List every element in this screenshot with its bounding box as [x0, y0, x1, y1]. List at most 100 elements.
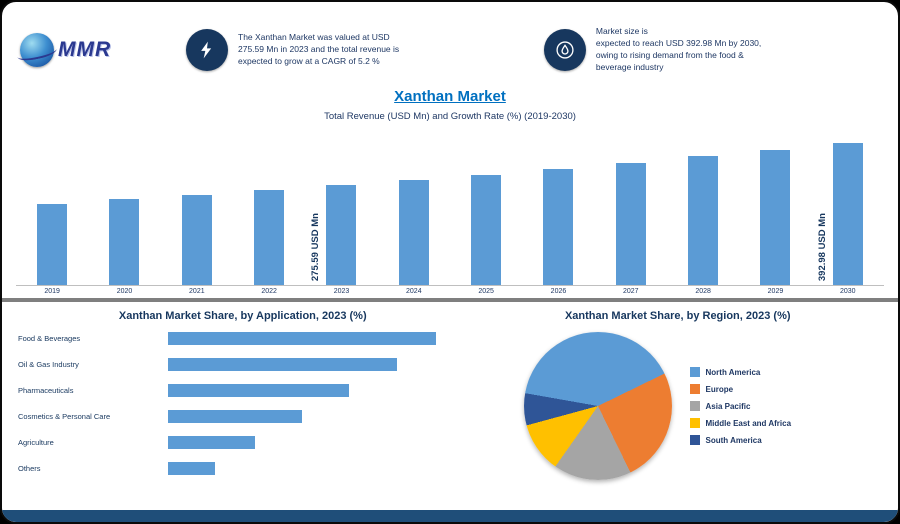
mmr-logo: MMR	[20, 33, 160, 67]
legend-label: North America	[705, 367, 761, 377]
legend-label: Middle East and Africa	[705, 418, 792, 428]
revenue-bars-area: 275.59 USD Mn 392.98 USD Mn	[16, 128, 884, 286]
year-label: 2029	[767, 288, 784, 295]
revenue-bar	[326, 185, 357, 285]
header: MMR The Xanthan Market was valued at USD…	[2, 2, 898, 86]
revenue-bar	[760, 150, 791, 285]
hbar-track	[168, 384, 468, 397]
hbar-track	[168, 462, 468, 475]
revenue-bar	[109, 199, 140, 285]
bottom-section: Xanthan Market Share, by Application, 20…	[2, 302, 898, 500]
hbar-track	[168, 410, 468, 423]
hbar-row: Agriculture	[18, 436, 468, 449]
hbar-track	[168, 332, 468, 345]
hbar	[168, 462, 216, 475]
callout-text: Market size is expected to reach USD 392.…	[596, 26, 761, 74]
legend-swatch	[689, 401, 700, 411]
hbar	[168, 332, 436, 345]
hbar-row: Pharmaceuticals	[18, 384, 468, 397]
hbar	[168, 384, 350, 397]
revenue-bar	[832, 143, 863, 285]
pie-legend: North America Europe Asia Pacific Middle Ea…	[689, 367, 792, 445]
year-label: 2030	[839, 288, 856, 295]
callout-text: The Xanthan Market was valued at USD 275.…	[238, 32, 399, 68]
revenue-bar	[471, 175, 502, 285]
legend-swatch	[689, 384, 700, 394]
section-separator	[2, 298, 898, 302]
hbar-track	[168, 358, 468, 371]
revenue-bar	[615, 163, 646, 285]
year-label: 2022	[261, 288, 277, 295]
year-label: 2024	[406, 288, 422, 295]
logo-text: MMR	[58, 38, 112, 61]
bar-slot: 392.98 USD Mn	[812, 128, 884, 285]
bar-slot: 275.59 USD Mn	[305, 128, 377, 285]
hbar-label: Agriculture	[18, 438, 54, 447]
callout-line: Market size is	[595, 26, 648, 37]
callout-line: expected to reach USD 392.98 Mn by 2030,	[595, 38, 762, 49]
legend-item: Asia Pacific	[689, 401, 792, 411]
callout-line: beverage industry	[595, 61, 664, 72]
year-label: 2027	[623, 288, 639, 295]
callout-forecast: Market size is expected to reach USD 392.…	[543, 26, 880, 74]
page-subtitle: Total Revenue (USD Mn) and Growth Rate (…	[324, 111, 576, 122]
callout-valuation: The Xanthan Market was valued at USD 275.…	[186, 29, 518, 71]
hbar-row: Others	[18, 462, 468, 475]
bar-slot	[739, 128, 811, 285]
application-bars-area: Food & Beverages Oil & Gas Industry Pharma…	[18, 332, 468, 475]
year-label: 2028	[695, 288, 711, 295]
revenue-bar	[398, 180, 429, 285]
revenue-bar-chart: 275.59 USD Mn 392.98 USD Mn 2019 2020 2021 2…	[2, 122, 898, 295]
bar-slot	[667, 128, 739, 285]
bar-annotation: 392.98 USD Mn	[816, 211, 828, 282]
application-chart-title: Xanthan Market Share, by Application, 20…	[118, 310, 367, 322]
revenue-bar	[688, 156, 719, 285]
hbar-row: Food & Beverages	[18, 332, 468, 345]
year-label: 2020	[116, 288, 133, 295]
bar-slot	[522, 128, 594, 285]
hbar	[168, 436, 255, 449]
bar-slot	[16, 128, 88, 285]
bar-slot	[88, 128, 160, 285]
region-share-chart: Xanthan Market Share, by Region, 2023 (%…	[468, 310, 888, 500]
callout-line: owing to rising demand from the food &	[595, 50, 744, 60]
bar-slot	[161, 128, 233, 285]
year-label: 2019	[44, 288, 60, 295]
callout-line: The Xanthan Market was valued at USD	[238, 32, 390, 43]
hbar-track	[168, 436, 468, 449]
revenue-bar	[543, 169, 574, 285]
legend-swatch	[689, 367, 700, 377]
legend-label: Asia Pacific	[705, 401, 751, 411]
legend-label: South America	[705, 435, 762, 445]
legend-swatch	[689, 435, 700, 445]
year-label: 2026	[550, 288, 567, 295]
bar-slot	[378, 128, 450, 285]
hbar-label: Others	[18, 464, 41, 473]
lightning-icon	[186, 29, 228, 71]
legend-item: South America	[689, 435, 792, 445]
revenue-bar	[37, 204, 68, 285]
year-label: 2025	[478, 288, 494, 295]
globe-icon	[20, 33, 54, 67]
legend-item: Middle East and Africa	[689, 418, 792, 428]
callout-line: 275.59 Mn in 2023 and the total revenue …	[238, 44, 400, 55]
year-label: 2021	[189, 288, 205, 295]
legend-item: North America	[689, 367, 792, 377]
year-label: 2023	[333, 288, 350, 295]
hbar-label: Cosmetics & Personal Care	[18, 412, 111, 421]
revenue-bar	[254, 190, 285, 285]
hbar-label: Food & Beverages	[18, 334, 81, 343]
hbar-label: Oil & Gas Industry	[18, 360, 79, 369]
legend-swatch	[689, 418, 700, 428]
application-share-chart: Xanthan Market Share, by Application, 20…	[12, 310, 468, 500]
page-title: Xanthan Market	[394, 88, 506, 105]
revenue-bar	[181, 195, 212, 285]
region-pie-chart	[523, 332, 672, 480]
pie-area: North America Europe Asia Pacific Middle Ea…	[468, 332, 888, 480]
callout-line: expected to grow at a CAGR of 5.2 %	[238, 55, 380, 66]
hbar-label: Pharmaceuticals	[18, 386, 74, 395]
region-chart-title: Xanthan Market Share, by Region, 2023 (%…	[564, 310, 791, 322]
revenue-x-axis: 2019 2020 2021 2022 2023 2024 2025 2026 2027 2028…	[16, 286, 884, 295]
legend-label: Europe	[705, 384, 734, 394]
